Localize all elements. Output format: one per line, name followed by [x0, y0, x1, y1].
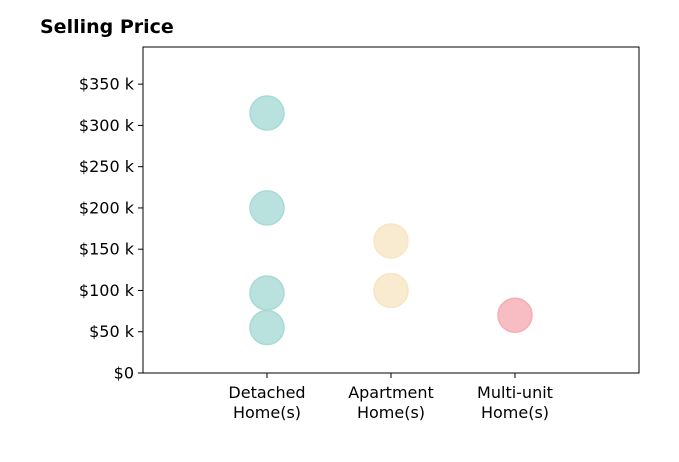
y-tick-label: $150 k	[79, 240, 135, 259]
y-tick-label: $300 k	[79, 116, 135, 135]
data-point	[249, 95, 285, 131]
x-tick-label: Detached Home(s)	[228, 383, 305, 422]
y-tick-label: $50 k	[89, 322, 135, 341]
data-point	[249, 275, 285, 311]
x-axis: Detached Home(s) Apartment Home(s) Multi-uni…	[228, 373, 553, 422]
data-point	[497, 297, 533, 333]
data-point	[373, 223, 409, 259]
y-axis: $0 $50 k $100 k $150 k $200 k $250 k $300 k $35…	[79, 75, 143, 383]
chart-title: Selling Price	[40, 16, 174, 38]
data-point	[249, 309, 285, 346]
y-tick-label: $250 k	[79, 157, 135, 176]
data-point	[249, 190, 285, 226]
data-points	[249, 95, 533, 346]
y-tick-label: $200 k	[79, 198, 135, 217]
y-tick-label: $350 k	[79, 75, 135, 94]
plot-area-frame	[142, 46, 640, 374]
data-point	[373, 272, 409, 309]
x-tick-label: Apartment Home(s)	[348, 383, 434, 422]
y-tick-label: $100 k	[79, 281, 135, 300]
x-tick-label: Multi-unit Home(s)	[477, 383, 553, 422]
y-tick-label: $0	[114, 364, 134, 383]
